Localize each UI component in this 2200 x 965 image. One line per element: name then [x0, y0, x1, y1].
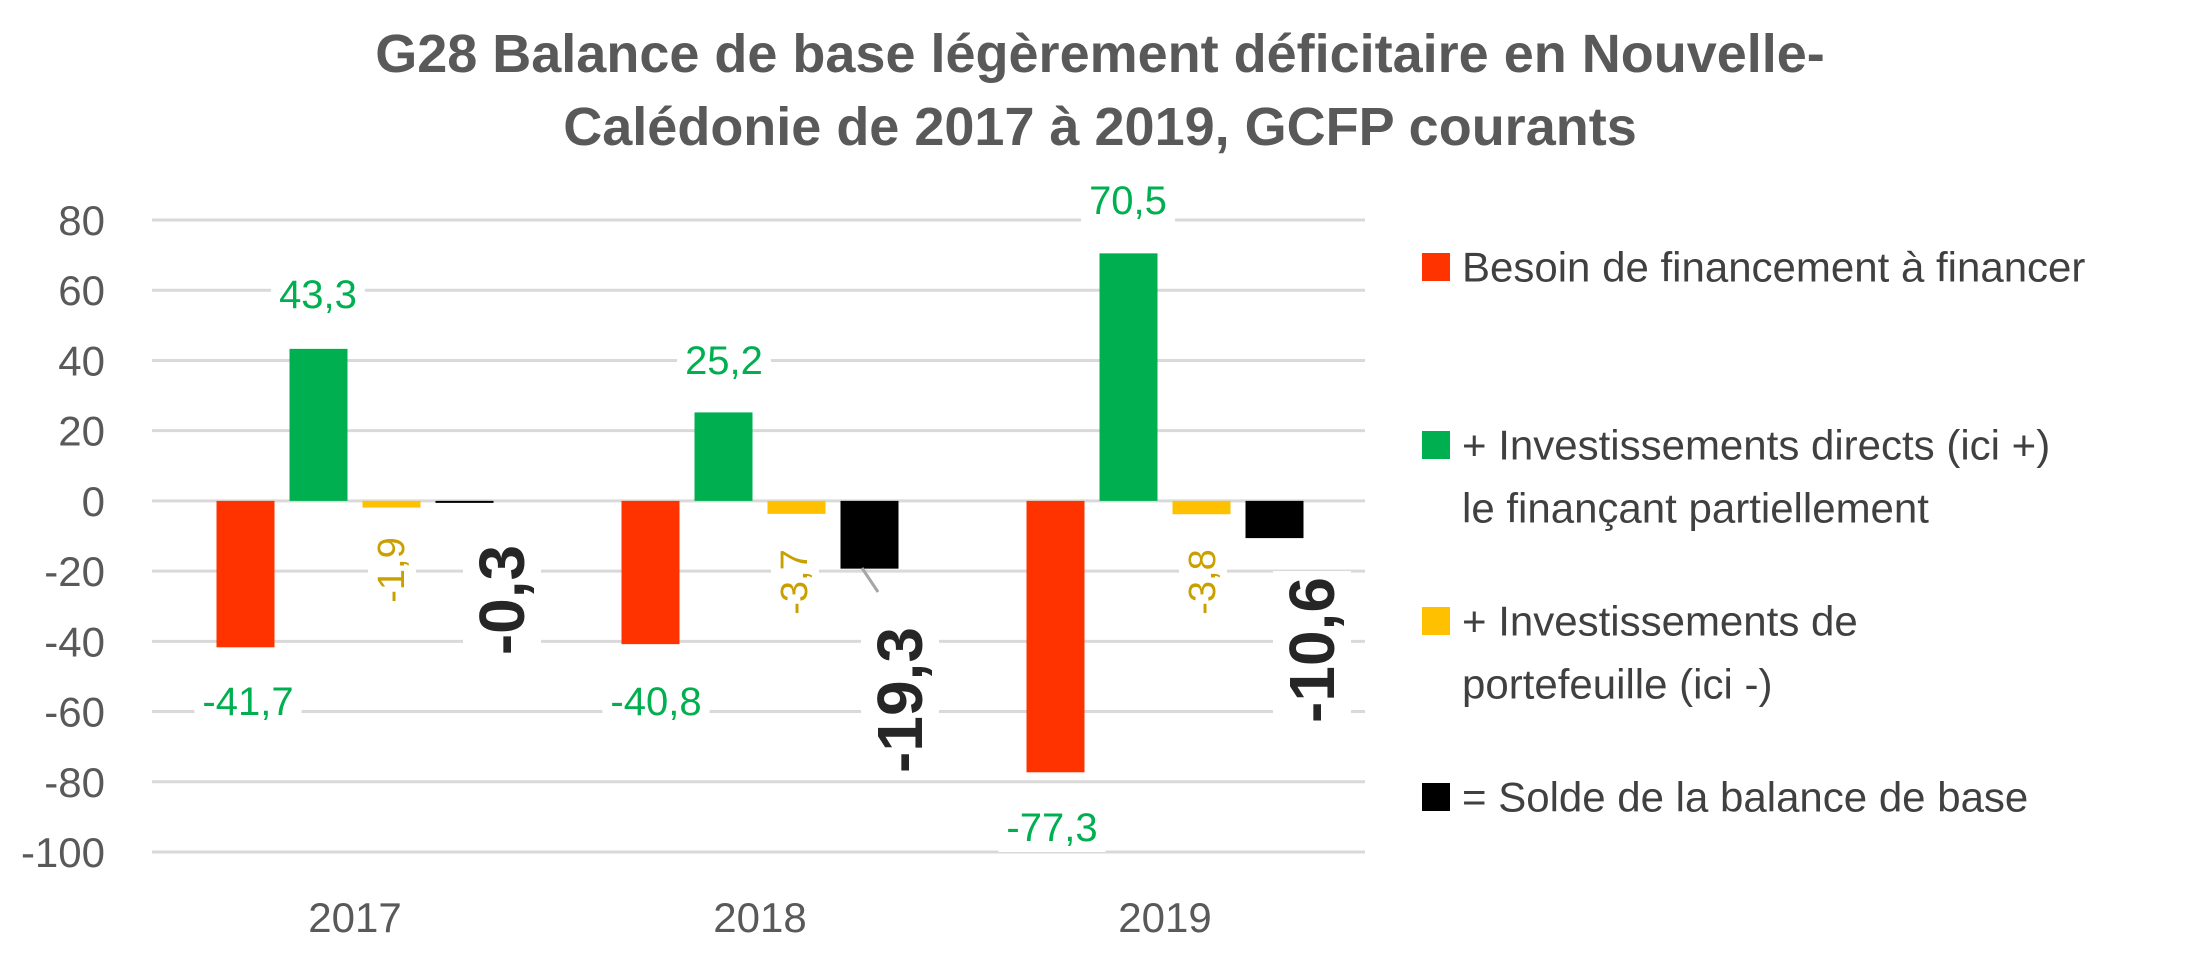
legend-swatch	[1422, 431, 1450, 459]
data-label: -1,9	[371, 537, 413, 602]
bar-series-1-2017	[216, 500, 275, 648]
legend-label: le finançant partiellement	[1462, 485, 1929, 532]
data-label-background	[271, 271, 365, 319]
legend-label: Besoin de financement à financer	[1462, 244, 2085, 291]
y-tick-label: 80	[58, 197, 105, 244]
data-label: -3,7	[774, 549, 816, 614]
data-label-background	[771, 543, 819, 621]
x-axis: 2017 2018 2019	[308, 894, 1211, 941]
bar-series-4-2017	[435, 500, 494, 503]
chart-title: G28 Balance de base légèrement déficitai…	[375, 24, 1825, 157]
legend-label: = Solde de la balance de base	[1462, 774, 2028, 821]
data-label: -0,3	[466, 545, 538, 655]
data-label-background	[194, 678, 302, 726]
data-label-background	[368, 531, 416, 609]
bar-series-1-2019	[1026, 500, 1085, 773]
y-tick-label: -40	[44, 618, 105, 665]
bar-series-1-2018	[621, 500, 680, 645]
y-tick-label: -20	[44, 548, 105, 595]
legend-label: portefeuille (ici -)	[1462, 661, 1772, 708]
data-label: 43,3	[279, 273, 357, 317]
data-label-background	[998, 804, 1106, 852]
bar-series-4-2019	[1245, 500, 1304, 539]
bar-series-2-2018	[694, 412, 753, 501]
legend-swatch	[1422, 607, 1450, 635]
bars	[216, 253, 1304, 773]
bar-series-2-2019	[1099, 253, 1158, 501]
data-label: -3,8	[1182, 549, 1224, 614]
legend-label: + Investissements directs (ici +)	[1462, 422, 2050, 469]
bar-series-2-2017	[289, 348, 348, 501]
data-label-background	[602, 678, 710, 726]
data-label-background	[463, 538, 541, 662]
y-tick-label: 60	[58, 267, 105, 314]
chart-title-line: G28 Balance de base légèrement déficitai…	[375, 24, 1825, 84]
x-tick-label: 2019	[1118, 894, 1211, 941]
y-axis: 80 60 40 20 0 -20 -40 -60 -80 -100	[21, 197, 105, 876]
chart-title-line: Calédonie de 2017 à 2019, GCFP courants	[563, 97, 1636, 157]
x-tick-label: 2017	[308, 894, 401, 941]
data-label: -10,6	[1276, 577, 1348, 723]
data-label: 25,2	[685, 339, 763, 383]
data-label: -77,3	[1006, 806, 1097, 850]
data-labels: -41,7 -40,8 -77,3 43,3 25,2 70,5 -1,9 -3,7 -3,8 -…	[194, 177, 1351, 852]
data-label-background	[1081, 177, 1175, 225]
y-tick-label: 40	[58, 337, 105, 384]
legend: Besoin de financement à financer + Inves…	[1422, 244, 2085, 821]
legend-swatch	[1422, 783, 1450, 811]
data-label: -41,7	[202, 680, 293, 724]
data-label-background	[677, 337, 771, 385]
bar-series-4-2018	[840, 500, 899, 569]
data-label-background	[1179, 543, 1227, 621]
y-tick-label: 0	[82, 478, 105, 525]
data-label: -19,3	[864, 627, 936, 773]
bar-series-3-2019	[1172, 500, 1231, 515]
data-label: -40,8	[610, 680, 701, 724]
x-tick-label: 2018	[713, 894, 806, 941]
y-tick-label: -100	[21, 829, 105, 876]
label-leader-line	[860, 567, 880, 593]
legend-label: + Investissements de	[1462, 598, 1858, 645]
y-tick-label: 20	[58, 408, 105, 455]
legend-swatch	[1422, 253, 1450, 281]
data-label-background	[861, 621, 939, 779]
bar-series-3-2018	[767, 500, 826, 514]
y-tick-label: -60	[44, 689, 105, 736]
data-label-background	[1273, 571, 1351, 729]
y-tick-label: -80	[44, 759, 105, 806]
data-label: 70,5	[1089, 179, 1167, 223]
bar-series-3-2017	[362, 500, 421, 508]
